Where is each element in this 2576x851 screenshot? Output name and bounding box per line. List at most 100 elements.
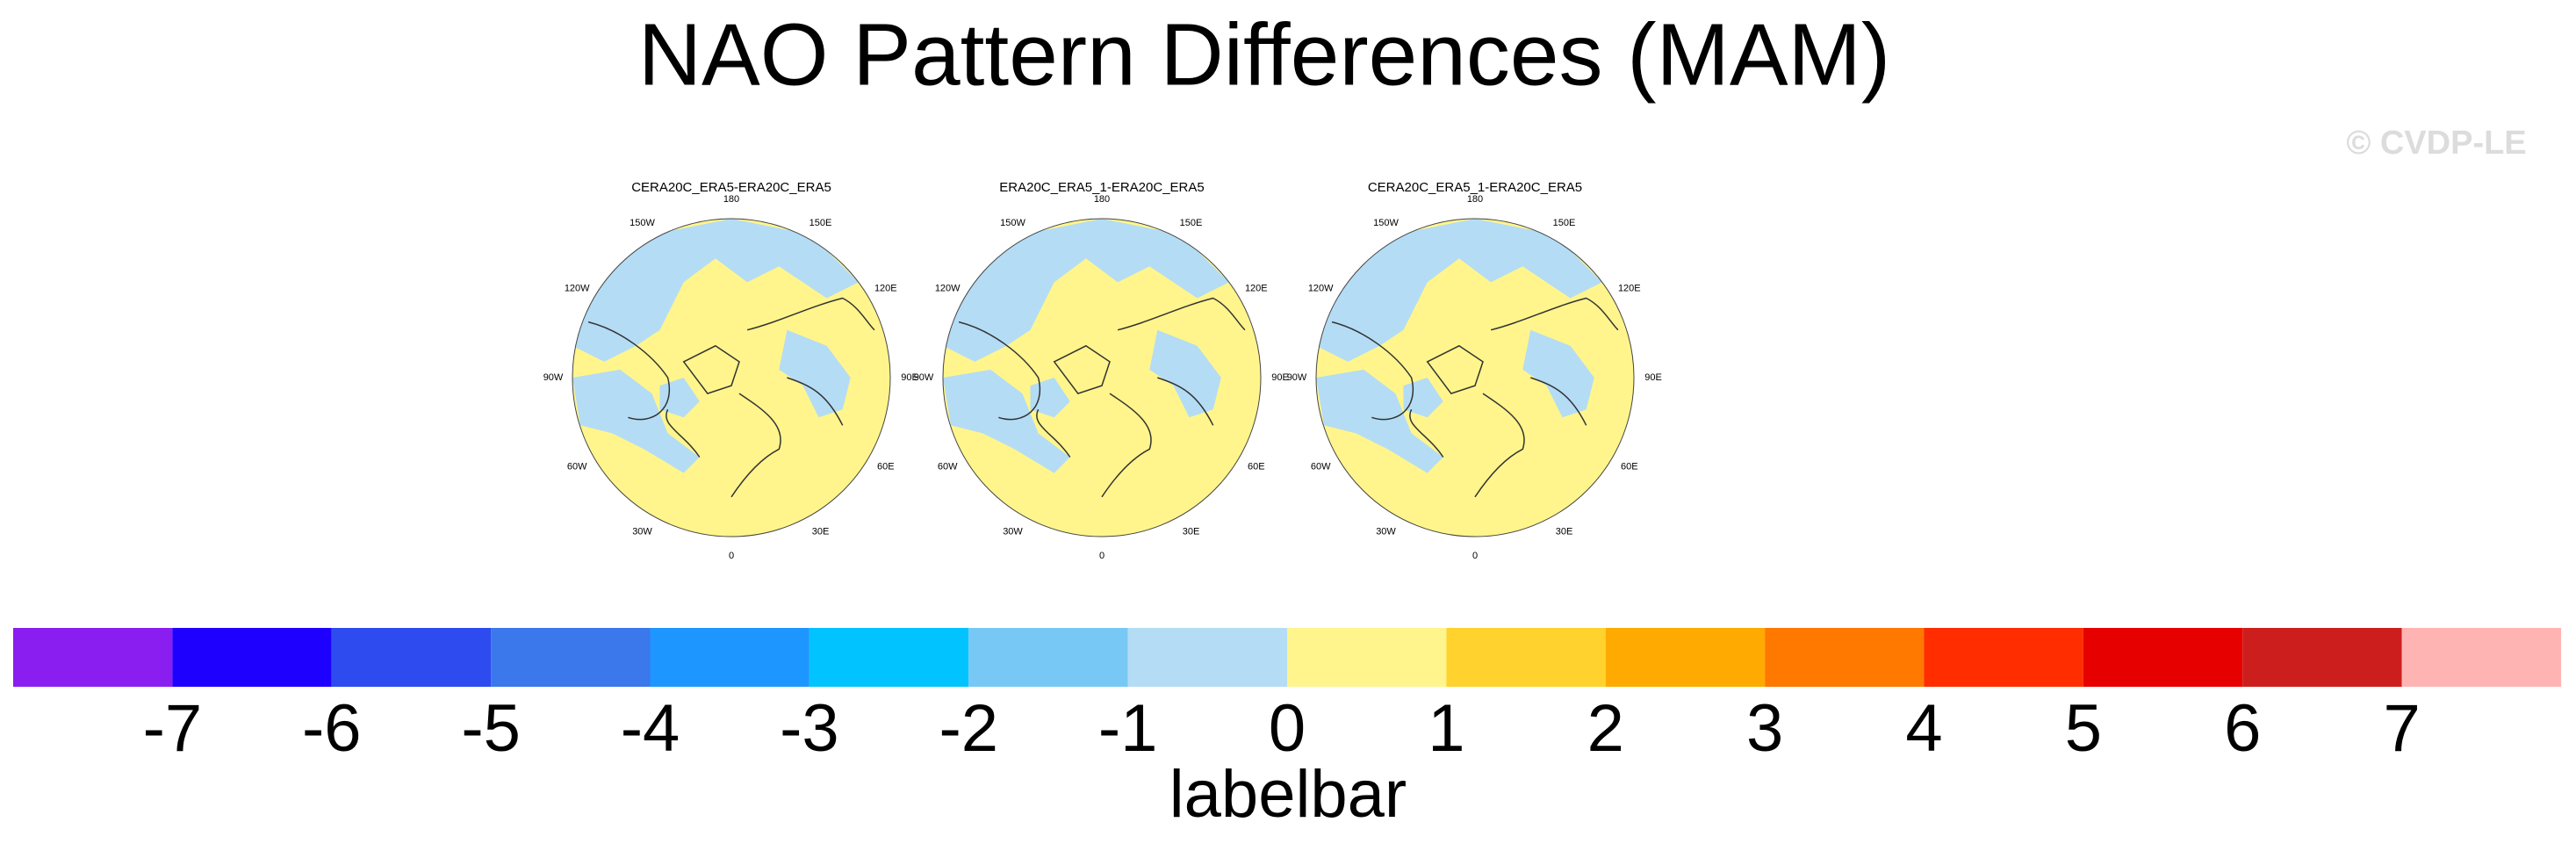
lon-label: 0 — [729, 551, 734, 561]
map-field — [572, 219, 890, 537]
coastline — [1117, 297, 1246, 331]
coastline — [1426, 344, 1484, 394]
field-negative — [1522, 329, 1594, 418]
lon-label: 150W — [1000, 218, 1025, 228]
map-border — [1315, 218, 1635, 537]
lon-label: 150W — [630, 218, 655, 228]
labelbar-box — [331, 628, 492, 687]
lon-label: 150E — [1180, 218, 1203, 228]
lon-label: 30E — [1556, 527, 1573, 537]
labelbar-label: 6 — [2224, 691, 2261, 766]
map-title: ERA20C_ERA5_1-ERA20C_ERA5 — [999, 180, 1204, 195]
coastline — [787, 377, 844, 426]
labelbar-title: labelbar — [1169, 757, 1407, 832]
coastline — [1331, 321, 1414, 421]
field-negative — [572, 369, 700, 473]
coastline — [1053, 344, 1111, 394]
map-title: CERA20C_ERA5-ERA20C_ERA5 — [631, 180, 831, 195]
field-negative — [1316, 219, 1602, 362]
labelbar-label: 0 — [1269, 691, 1306, 766]
coastline — [730, 393, 781, 498]
labelbar-box — [1446, 628, 1606, 687]
lon-label: 30E — [812, 527, 830, 537]
lon-label: 60E — [1621, 461, 1638, 472]
lon-label: 120E — [1245, 283, 1268, 293]
map-field — [943, 219, 1261, 537]
lon-label: 30E — [1183, 527, 1200, 537]
lon-label: 90W — [543, 372, 564, 383]
labelbar-box — [491, 628, 651, 687]
lon-label: 90W — [914, 372, 934, 383]
lon-label: 60E — [1248, 461, 1265, 472]
lon-label: 90E — [1271, 372, 1289, 383]
field-negative — [779, 329, 851, 418]
labelbar-label: -6 — [302, 691, 362, 766]
lon-label: 90W — [1287, 372, 1307, 383]
labelbar-box — [650, 628, 809, 687]
lon-label: 60W — [938, 461, 958, 472]
lon-label: 30W — [1003, 527, 1023, 537]
labelbar-box — [1287, 628, 1447, 687]
labelbar-label: 2 — [1587, 691, 1624, 766]
lon-label: 0 — [1472, 551, 1478, 561]
lon-label: 30W — [632, 527, 652, 537]
labelbar-label: -1 — [1098, 691, 1158, 766]
coastline — [1530, 377, 1587, 426]
lon-label: 60E — [877, 461, 895, 472]
labelbar-box — [1924, 628, 2083, 687]
lon-label: 180 — [723, 194, 739, 205]
lon-label: 120E — [1618, 283, 1641, 293]
lon-label: 90E — [1644, 372, 1662, 383]
lon-label: 150E — [1553, 218, 1576, 228]
coastline — [666, 408, 701, 458]
lon-label: 30W — [1376, 527, 1396, 537]
labelbar-label: 4 — [1905, 691, 1942, 766]
labelbar-label: 3 — [1746, 691, 1783, 766]
watermark: © CVDP-LE — [2346, 125, 2526, 162]
labelbar-box — [1765, 628, 1925, 687]
lon-label: 150E — [809, 218, 832, 228]
coastline — [587, 321, 671, 421]
labelbar-box — [13, 628, 173, 687]
labelbar-box — [809, 628, 969, 687]
labelbar-label: -5 — [461, 691, 521, 766]
lon-label: 60W — [567, 461, 587, 472]
coastline — [1474, 393, 1525, 498]
field-negative — [943, 369, 1070, 473]
figure-title: NAO Pattern Differences (MAM) — [638, 5, 1890, 104]
lon-label: 150W — [1373, 218, 1399, 228]
lon-label: 60W — [1311, 461, 1331, 472]
lon-label: 120W — [565, 283, 590, 293]
field-negative — [1149, 329, 1221, 418]
labelbar-box — [968, 628, 1128, 687]
labelbar-label: -7 — [143, 691, 203, 766]
map-border — [942, 218, 1262, 537]
labelbar-label: 5 — [2065, 691, 2102, 766]
coastline — [1036, 408, 1071, 458]
field-negative — [943, 219, 1229, 362]
labelbar-label: -3 — [780, 691, 839, 766]
lon-label: 120E — [874, 283, 897, 293]
lon-label: 120W — [1308, 283, 1334, 293]
labelbar-box — [172, 628, 332, 687]
coastline — [958, 321, 1041, 421]
coastline — [1101, 393, 1152, 498]
labelbar-box — [2401, 628, 2561, 687]
coastline — [1157, 377, 1214, 426]
labelbar-label: 1 — [1428, 691, 1464, 766]
labelbar-label: -2 — [939, 691, 998, 766]
field-negative — [572, 219, 859, 362]
lon-label: 120W — [935, 283, 961, 293]
coastline — [746, 297, 875, 331]
labelbar-box — [1127, 628, 1287, 687]
field-negative — [1316, 369, 1443, 473]
map-border — [572, 218, 891, 537]
coastline — [1490, 297, 1619, 331]
labelbar-label: -4 — [621, 691, 680, 766]
lon-label: 90E — [901, 372, 918, 383]
lon-label: 0 — [1099, 551, 1105, 561]
